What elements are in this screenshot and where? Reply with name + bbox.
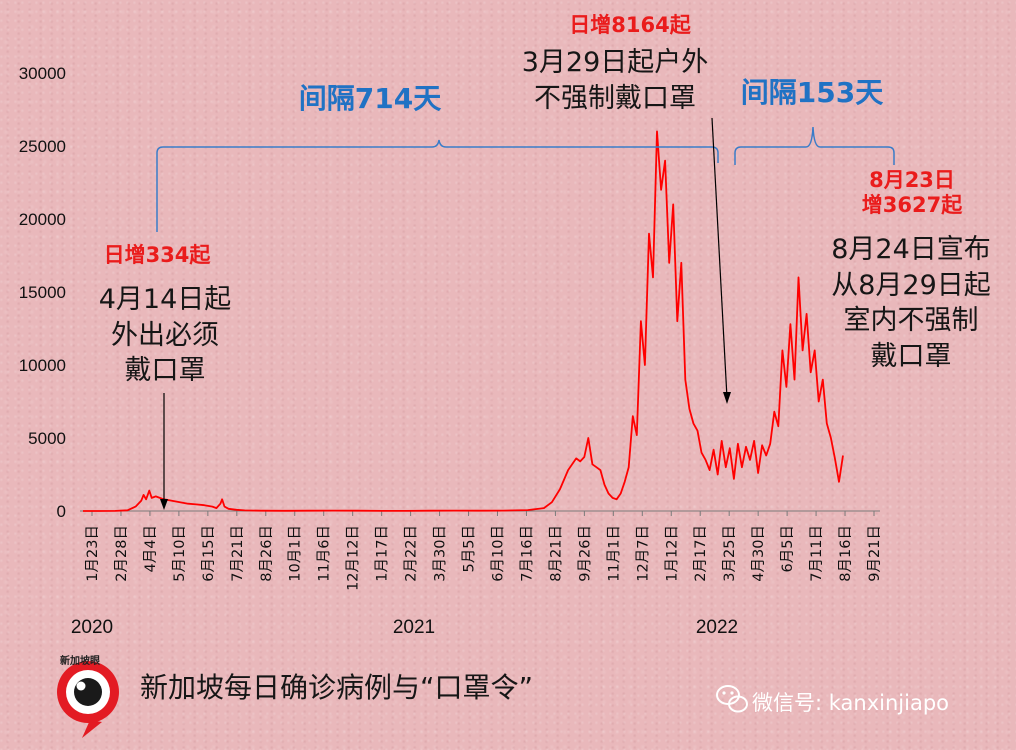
annotation-line: 4月14日起	[98, 284, 232, 315]
x-tick-label: 4月30日	[751, 525, 767, 582]
y-tick-label: 20000	[19, 210, 66, 229]
x-tick-label: 11月1日	[606, 525, 622, 582]
annotation-daily-8164: 日增8164起	[569, 13, 691, 37]
x-tick-label: 8月21日	[548, 525, 564, 582]
x-tick-label: 1月23日	[85, 525, 101, 582]
x-tick-label: 7月16日	[519, 525, 535, 582]
x-tick-label: 2月17日	[693, 525, 709, 582]
x-tick-label: 11月6日	[317, 525, 333, 582]
x-tick-label: 10月1日	[288, 525, 304, 582]
year-label: 2022	[696, 617, 738, 638]
x-tick-label: 3月25日	[722, 525, 738, 582]
arrow-mar29-head	[723, 392, 731, 404]
x-tick-label: 9月26日	[577, 525, 593, 582]
wechat-icon	[716, 685, 748, 713]
x-tick-label: 6月10日	[490, 525, 506, 582]
annotation-line: 不强制戴口罩	[534, 82, 696, 114]
y-tick-label: 15000	[19, 283, 66, 302]
plot-area	[83, 130, 844, 512]
x-tick-label: 5月10日	[172, 525, 188, 582]
annotation-mar29-outdoor: 3月29日起户外 不强制戴口罩	[490, 45, 740, 116]
annotation-daily-334: 日增334起	[103, 243, 211, 267]
gap-label-153: 间隔153天	[740, 76, 884, 109]
annotation-aug24-indoor: 8月24日宣布 从8月29日起 室内不强制 戴口罩	[808, 232, 1014, 375]
annotation-line: 戴口罩	[124, 355, 206, 387]
x-tick-label: 12月12日	[346, 525, 362, 591]
annotation-line: 从8月29日起	[831, 269, 991, 301]
x-tick-label: 7月11日	[809, 525, 825, 582]
annotation-aug23-daily-3627: 8月23日 增3627起	[842, 168, 982, 218]
x-tick-label: 1月17日	[375, 525, 391, 582]
year-label: 2021	[393, 617, 435, 638]
annotation-line: 戴口罩	[870, 340, 952, 372]
annotation-line: 8月23日	[869, 168, 955, 192]
x-tick-label: 7月21日	[230, 525, 246, 582]
logo-text: 新加坡眼	[60, 656, 100, 667]
y-tick-label: 30000	[19, 64, 66, 83]
annotation-line: 8月24日宣布	[831, 234, 991, 265]
y-tick-label: 10000	[19, 356, 66, 375]
annotation-line: 室内不强制	[843, 305, 979, 337]
gap-label-714: 间隔714天	[298, 82, 442, 115]
annotation-apr14-mandate: 4月14日起 外出必须 戴口罩	[60, 282, 270, 389]
x-tick-label: 1月12日	[664, 525, 680, 582]
gap-bracket-714	[156, 139, 719, 232]
wechat-id: 微信号: kanxinjiapo	[712, 687, 949, 717]
arrow-mar29	[711, 117, 728, 399]
annotation-line: 3月29日起户外	[521, 47, 709, 78]
arrow-apr14-head	[160, 499, 168, 510]
y-tick-label: 0	[57, 502, 66, 521]
x-tick-label: 9月21日	[867, 525, 883, 582]
x-tick-label: 6月15日	[201, 525, 217, 582]
x-tick-label: 5月5日	[462, 525, 478, 572]
x-tick-label: 6月5日	[780, 525, 796, 572]
y-tick-label: 25000	[19, 137, 66, 156]
gap-bracket-153	[734, 126, 895, 165]
wechat-id-text: 微信号: kanxinjiapo	[752, 691, 950, 715]
annotation-line: 增3627起	[861, 193, 963, 218]
x-tick-label: 2月28日	[114, 525, 130, 582]
x-tick-label: 4月4日	[143, 525, 159, 572]
x-tick-label: 2月22日	[404, 525, 420, 582]
x-axis: 1月23日 2月28日 4月4日 5月10日 6月15日 7月21日 8月26日 10月1日 1…	[71, 510, 883, 638]
x-tick-label: 12月7日	[635, 525, 651, 582]
daily-cases-line	[83, 130, 844, 512]
x-tick-label: 3月30日	[433, 525, 449, 582]
annotation-line: 外出必须	[111, 319, 219, 351]
x-tick-label: 8月26日	[259, 525, 275, 582]
chart-title: 新加坡每日确诊病例与“口罩令”	[140, 671, 534, 704]
y-tick-label: 5000	[28, 429, 66, 448]
y-axis: 0 5000 10000 15000 20000 25000 30000	[19, 64, 66, 521]
year-label: 2020	[71, 617, 113, 638]
x-tick-label: 8月16日	[838, 525, 854, 582]
xinjiapo-eye-logo	[57, 661, 119, 738]
